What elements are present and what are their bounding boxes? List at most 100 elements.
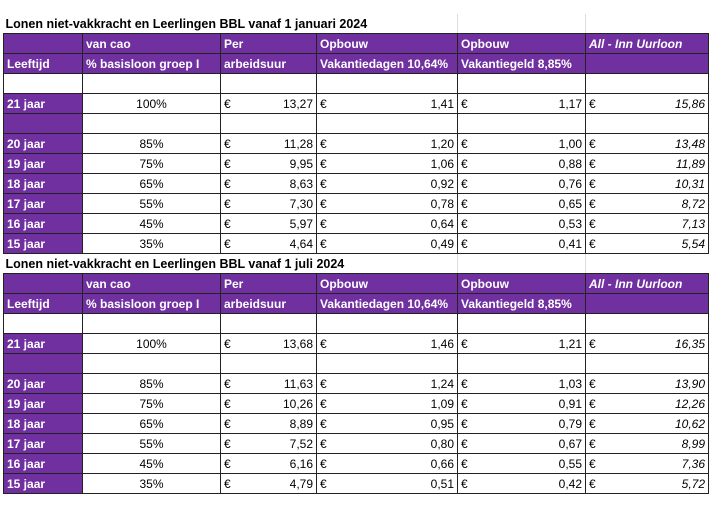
blank-row	[3, 353, 710, 374]
currency-symbol: €	[320, 136, 327, 151]
empty-cell	[3, 113, 83, 134]
currency-symbol: €	[589, 336, 596, 351]
currency-symbol: €	[320, 176, 327, 191]
currency-symbol: €	[224, 456, 231, 471]
blank-row	[3, 313, 710, 334]
amount: 0,91	[558, 396, 583, 411]
currency-symbol: €	[589, 236, 596, 251]
hourly-wage-cell: €6,16	[220, 453, 317, 474]
amount: 0,79	[558, 416, 583, 431]
amount: 1,17	[558, 96, 583, 111]
header-vac-days: Vakantiedagen 10,64%	[315, 53, 459, 74]
amount: 0,66	[430, 456, 455, 471]
all-in-wage-cell: €8,99	[585, 433, 710, 454]
currency-symbol: €	[320, 236, 327, 251]
percentage-cell: 35%	[82, 233, 221, 254]
blank-row	[3, 113, 710, 134]
all-in-wage-cell: €13,48	[585, 133, 710, 154]
vacation-days-cell: €0,51	[315, 473, 459, 494]
currency-symbol: €	[461, 376, 468, 391]
empty-cell	[585, 353, 710, 374]
currency-symbol: €	[320, 376, 327, 391]
percentage-cell: 85%	[82, 373, 221, 394]
amount: 1,46	[430, 336, 455, 351]
hourly-wage-cell: €11,63	[220, 373, 317, 394]
table-row: 17 jaar 55% €7,52 €0,80 €0,67 €8,99	[3, 433, 710, 454]
amount: 10,26	[282, 396, 313, 411]
currency-symbol: €	[224, 216, 231, 231]
header-hourly: arbeidsuur	[220, 53, 317, 74]
title-row: Lonen niet-vakkracht en Leerlingen BBL v…	[3, 253, 709, 274]
amount: 1,20	[430, 136, 455, 151]
header-hourly: Per	[220, 33, 317, 54]
header-vac-days: Vakantiedagen 10,64%	[315, 293, 459, 314]
currency-symbol: €	[589, 196, 596, 211]
currency-symbol: €	[320, 416, 327, 431]
amount: 0,64	[430, 216, 455, 231]
header-pct: van cao	[82, 33, 221, 54]
vacation-pay-cell: €1,03	[457, 373, 587, 394]
percentage-cell: 75%	[82, 153, 221, 174]
amount: 0,78	[430, 196, 455, 211]
vacation-pay-cell: €0,67	[457, 433, 587, 454]
percentage-cell: 55%	[82, 433, 221, 454]
currency-symbol: €	[461, 336, 468, 351]
currency-symbol: €	[224, 396, 231, 411]
hourly-wage-cell: €11,28	[220, 133, 317, 154]
header-all-in	[585, 53, 710, 74]
currency-symbol: €	[461, 156, 468, 171]
amount: 7,30	[289, 196, 313, 211]
amount: 8,72	[681, 196, 706, 211]
amount: 7,52	[289, 436, 313, 451]
header-vac-days: Opbouw	[315, 33, 459, 54]
currency-symbol: €	[224, 376, 231, 391]
amount: 0,67	[558, 436, 583, 451]
age-cell: 17 jaar	[3, 433, 83, 454]
empty-cell	[315, 313, 459, 334]
amount: 0,88	[558, 156, 583, 171]
amount: 1,24	[430, 376, 455, 391]
amount: 11,63	[283, 376, 313, 391]
vacation-pay-cell: €0,41	[457, 233, 587, 254]
empty-cell	[82, 73, 221, 94]
amount: 1,09	[430, 396, 455, 411]
vacation-days-cell: €0,92	[315, 173, 459, 194]
currency-symbol: €	[461, 196, 468, 211]
header-hourly: arbeidsuur	[220, 293, 317, 314]
amount: 1,00	[558, 136, 583, 151]
amount: 8,99	[681, 436, 706, 451]
amount: 0,95	[430, 416, 455, 431]
header-age	[3, 33, 83, 54]
table-title: Lonen niet-vakkracht en Leerlingen BBL v…	[3, 253, 458, 274]
empty-cell	[457, 113, 587, 134]
age-cell: 18 jaar	[3, 413, 83, 434]
empty-cell	[315, 113, 459, 134]
amount: 0,53	[558, 216, 583, 231]
header-vac-pay: Opbouw	[457, 273, 587, 294]
currency-symbol: €	[461, 176, 468, 191]
all-in-wage-cell: €13,90	[585, 373, 710, 394]
spreadsheet: Lonen niet-vakkracht en Leerlingen BBL v…	[3, 14, 710, 494]
empty-cell	[220, 113, 317, 134]
table-row: 16 jaar 45% €6,16 €0,66 €0,55 €7,36	[3, 453, 710, 474]
empty-cell	[585, 14, 709, 34]
currency-symbol: €	[224, 176, 231, 191]
currency-symbol: €	[461, 96, 468, 111]
percentage-cell: 35%	[82, 473, 221, 494]
currency-symbol: €	[320, 436, 327, 451]
all-in-wage-cell: €7,13	[585, 213, 710, 234]
currency-symbol: €	[589, 476, 596, 491]
currency-symbol: €	[589, 376, 596, 391]
hourly-wage-cell: €7,52	[220, 433, 317, 454]
all-in-wage-cell: €16,35	[585, 333, 710, 354]
empty-cell	[82, 353, 221, 374]
amount: 0,92	[430, 176, 455, 191]
empty-cell	[3, 313, 83, 334]
vacation-pay-cell: €0,53	[457, 213, 587, 234]
empty-cell	[585, 73, 710, 94]
currency-symbol: €	[320, 456, 327, 471]
amount: 13,48	[674, 136, 706, 151]
amount: 0,55	[558, 456, 583, 471]
currency-symbol: €	[224, 336, 231, 351]
